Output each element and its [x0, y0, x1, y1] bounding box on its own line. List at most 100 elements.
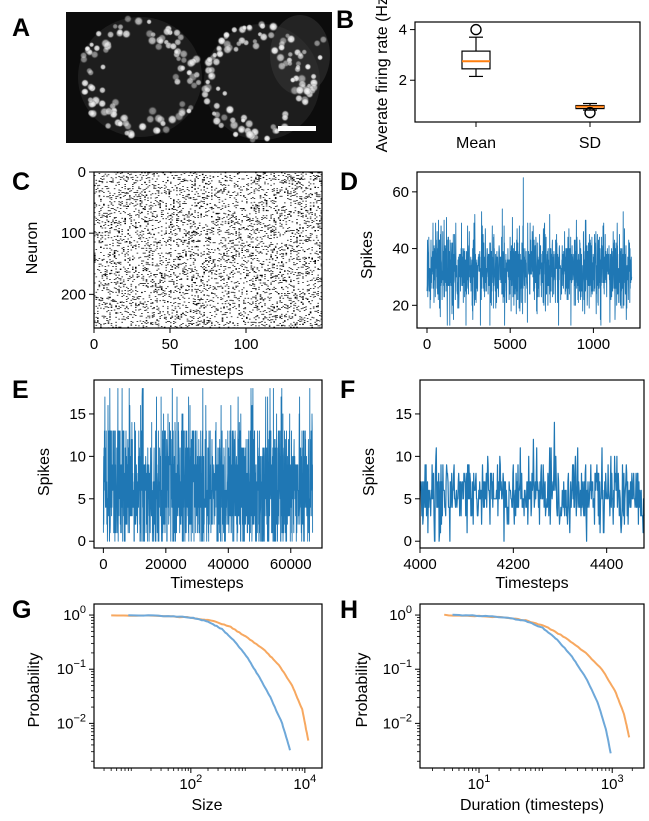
panel-letter-h: H [340, 596, 358, 624]
panel-f-ylabel: Spikes [361, 448, 378, 496]
cell-soma [215, 85, 221, 92]
scale-bar [278, 126, 316, 131]
cell-soma [161, 125, 171, 134]
panel-c-xlabel: Timesteps [170, 362, 243, 379]
cell-soma [212, 57, 221, 67]
panel-h-xlabel: Duration (timesteps) [460, 797, 604, 814]
panel-d-xtick-label: 0 [423, 336, 431, 353]
cell-soma [86, 83, 95, 91]
panel-g-ylabel: Probability [26, 653, 43, 728]
cell-soma [79, 51, 88, 60]
cell-soma [287, 51, 294, 58]
cell-soma [167, 114, 178, 125]
panel-b-ytick-label: 2 [399, 72, 407, 89]
panel-e-xlabel: Timesteps [170, 575, 243, 592]
panel-b-boxplot: Averate firing rate (Hz) Mean SD 2 4 [374, 0, 641, 152]
panel-d-ytick-label: 40 [392, 241, 409, 258]
cell-soma [145, 29, 155, 39]
cell-soma [317, 54, 324, 61]
panel-d-ytick-label: 20 [392, 297, 409, 314]
cell-soma [111, 98, 120, 107]
panel-g-series-orange [111, 614, 310, 741]
panel-d-frame [416, 171, 641, 329]
panel-h-ylabel: Probability [354, 653, 371, 728]
panel-h-series-blue [452, 613, 612, 754]
cell-soma [263, 134, 271, 143]
panel-h-duration-distribution: Probability Duration (timesteps) 101 103 1… [354, 603, 645, 814]
cell-soma [277, 43, 286, 52]
cell-soma [147, 106, 158, 116]
cell-soma [104, 122, 112, 130]
box-body [461, 50, 491, 70]
cell-soma [244, 129, 255, 140]
cell-soma [279, 36, 288, 45]
cell-soma [106, 30, 115, 39]
cell-soma [259, 32, 269, 42]
cell-soma [231, 26, 238, 34]
panel-c-xtick-label: 0 [90, 336, 98, 353]
panel-f-ytick-label: 15 [395, 406, 412, 423]
panel-b-frame [414, 21, 641, 123]
panel-e-series [102, 388, 314, 542]
panel-h-ytick-label: 10−2 [383, 712, 412, 732]
cell-soma [119, 113, 129, 123]
panel-g-size-distribution: Probability Size 102 104 100 10−1 10−2 [26, 603, 323, 814]
panel-f-ytick-label: 0 [404, 533, 412, 550]
cell-soma [188, 72, 198, 82]
cell-soma [270, 46, 280, 55]
cell-soma [115, 29, 124, 38]
panel-c-frame [93, 171, 323, 329]
panel-e-xtick-label: 40000 [207, 556, 249, 573]
cell-soma [88, 109, 98, 118]
cell-soma [146, 114, 155, 124]
cell-soma [174, 38, 182, 46]
cell-soma [296, 52, 305, 60]
cell-soma [284, 33, 291, 39]
cell-soma [301, 49, 308, 55]
cell-soma [245, 24, 254, 32]
cell-soma [289, 77, 296, 83]
cell-soma [295, 94, 303, 103]
cell-soma [304, 63, 312, 71]
panel-c-ylabel: Neuron [24, 222, 41, 274]
cell-soma [215, 45, 223, 53]
cell-soma [133, 16, 144, 26]
cell-soma [147, 35, 157, 46]
cell-soma [99, 63, 107, 71]
cell-soma [310, 73, 317, 80]
cell-soma [159, 120, 167, 127]
cell-soma [200, 84, 210, 94]
cell-soma [309, 87, 316, 95]
cell-soma [185, 107, 192, 114]
panel-f-xlabel: Timesteps [495, 575, 568, 592]
panel-b-ytick-label: 4 [399, 22, 407, 39]
cell-soma [117, 23, 124, 31]
cell-soma [238, 126, 245, 134]
cell-soma [121, 29, 131, 39]
panel-f-ytick-label: 5 [404, 491, 412, 508]
panel-h-xtick-label: 103 [601, 773, 624, 793]
panel-f-xtick-label: 4000 [403, 556, 436, 573]
panel-e-spikes-line: Spikes Timesteps 0 20000 40000 60000 0 5 10 15 [36, 379, 323, 592]
cell-soma [220, 113, 229, 122]
panel-f-frame [419, 379, 645, 549]
cell-soma [180, 56, 188, 64]
cell-soma [204, 79, 211, 85]
cell-soma [271, 126, 280, 135]
panel-g-series-blue [128, 614, 291, 751]
cell-soma [146, 19, 152, 25]
cell-soma [100, 38, 111, 49]
panel-letter-e: E [12, 376, 29, 404]
cell-soma [277, 61, 287, 71]
cell-soma [87, 49, 93, 56]
panel-e-ytick-label: 0 [78, 533, 86, 550]
box-outlier [470, 23, 482, 36]
cell-soma [207, 71, 217, 81]
cell-soma [267, 31, 276, 40]
panel-letter-g: G [12, 596, 31, 624]
panel-letter-d: D [340, 168, 358, 196]
cell-soma [112, 23, 119, 30]
cell-soma [123, 14, 132, 23]
cell-soma [222, 44, 233, 55]
panel-c-ytick-label: 100 [61, 225, 86, 242]
